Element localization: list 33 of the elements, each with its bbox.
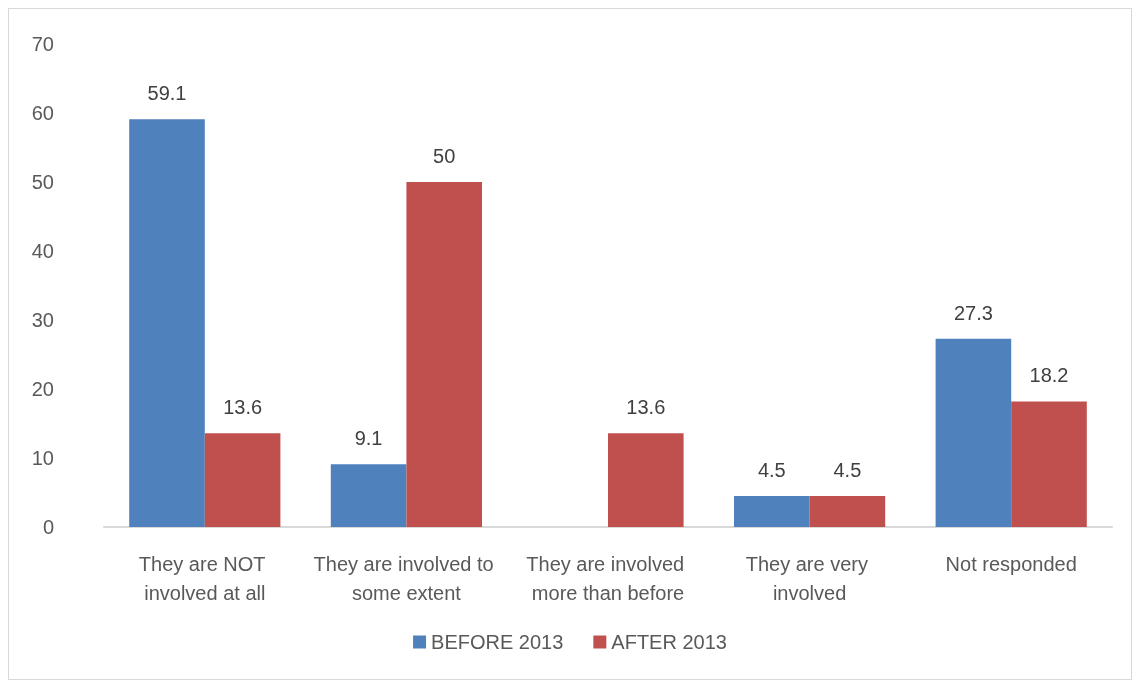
- data-label: 4.5: [833, 458, 862, 481]
- data-label: 9.1: [354, 427, 383, 450]
- y-tick-label: 50: [31, 171, 54, 193]
- data-label: 59.1: [147, 82, 187, 105]
- data-label: 4.5: [757, 458, 786, 481]
- bar: [204, 433, 281, 527]
- y-tick-label: 0: [42, 516, 54, 538]
- data-label: 18.2: [1029, 364, 1069, 387]
- y-tick-label: 60: [31, 102, 54, 124]
- x-tick-label: They are NOT involved at all: [138, 552, 271, 604]
- bar: [809, 495, 886, 527]
- y-tick-label: 20: [31, 378, 54, 400]
- y-tick-label: 70: [31, 33, 54, 55]
- x-tick-label: They are involved to some extent: [313, 552, 500, 604]
- legend-label: BEFORE 2013: [431, 631, 564, 653]
- bar: [608, 433, 684, 527]
- bar: [734, 495, 810, 527]
- x-tick-label: Not responded: [945, 552, 1077, 575]
- bar: [406, 182, 482, 527]
- data-label: 27.3: [953, 301, 993, 324]
- bar: [330, 464, 407, 527]
- bar: [935, 338, 1012, 527]
- y-tick-label: 10: [31, 447, 54, 469]
- bar: [1011, 401, 1087, 527]
- y-tick-label: 40: [31, 240, 54, 262]
- data-label: 50: [433, 145, 456, 167]
- bar: [129, 119, 205, 527]
- data-label: 13.6: [223, 396, 263, 419]
- x-tick-label: They are involved more than before: [526, 552, 690, 604]
- y-tick-label: 30: [31, 309, 54, 331]
- x-tick-label: They are very involved: [745, 552, 874, 604]
- legend-label: AFTER 2013: [611, 631, 727, 653]
- data-label: 13.6: [626, 396, 666, 419]
